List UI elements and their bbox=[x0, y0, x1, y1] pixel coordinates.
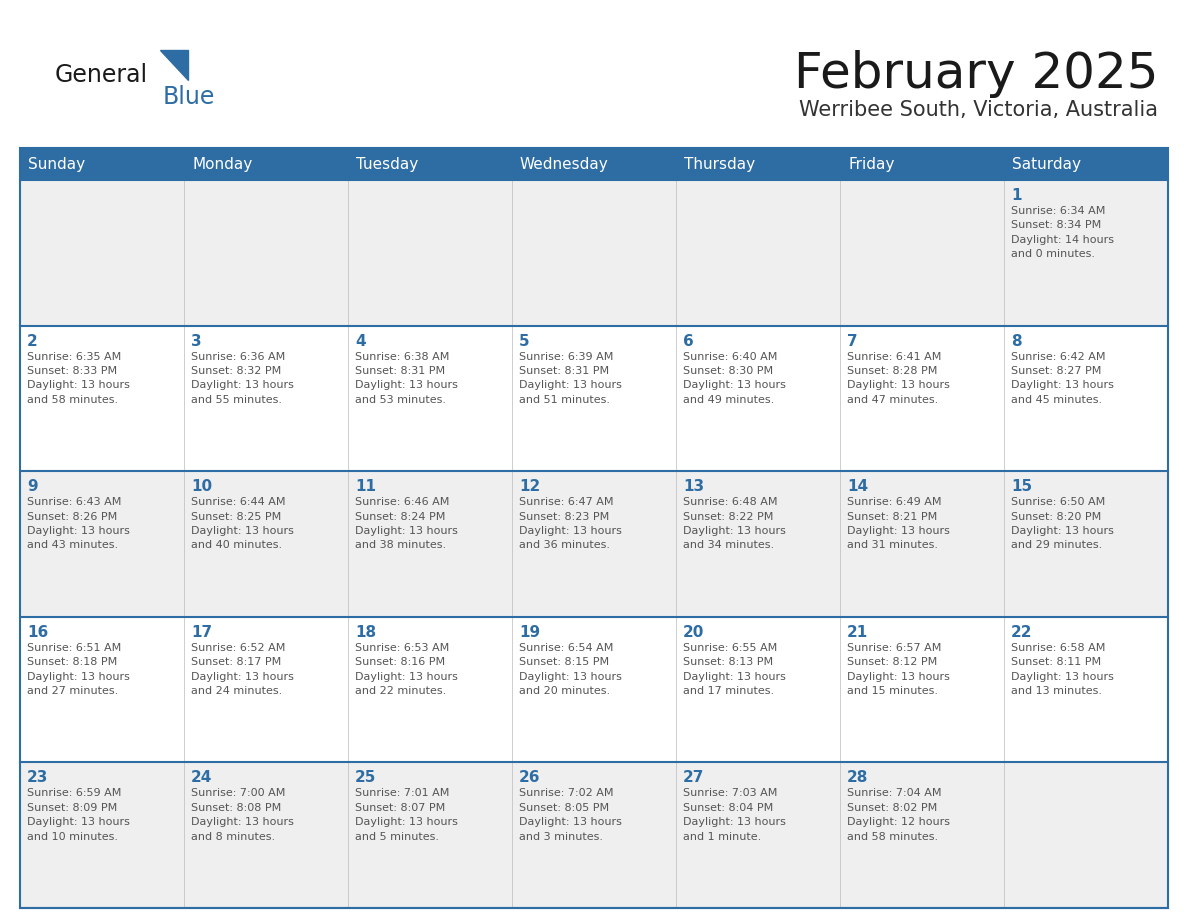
Text: 6: 6 bbox=[683, 333, 694, 349]
Bar bbox=[20, 617, 1168, 763]
Text: 5: 5 bbox=[519, 333, 530, 349]
Text: Friday: Friday bbox=[848, 156, 895, 172]
Text: 27: 27 bbox=[683, 770, 704, 786]
Text: Sunrise: 6:58 AM
Sunset: 8:11 PM
Daylight: 13 hours
and 13 minutes.: Sunrise: 6:58 AM Sunset: 8:11 PM Dayligh… bbox=[1011, 643, 1114, 696]
Text: Sunday: Sunday bbox=[29, 156, 86, 172]
Text: Sunrise: 6:46 AM
Sunset: 8:24 PM
Daylight: 13 hours
and 38 minutes.: Sunrise: 6:46 AM Sunset: 8:24 PM Dayligh… bbox=[355, 498, 457, 551]
Text: 19: 19 bbox=[519, 625, 541, 640]
Text: 7: 7 bbox=[847, 333, 858, 349]
Text: Wednesday: Wednesday bbox=[520, 156, 608, 172]
Text: 18: 18 bbox=[355, 625, 377, 640]
Bar bbox=[20, 471, 1168, 617]
Text: 12: 12 bbox=[519, 479, 541, 494]
Text: Sunrise: 6:44 AM
Sunset: 8:25 PM
Daylight: 13 hours
and 40 minutes.: Sunrise: 6:44 AM Sunset: 8:25 PM Dayligh… bbox=[191, 498, 293, 551]
Text: Sunrise: 6:36 AM
Sunset: 8:32 PM
Daylight: 13 hours
and 55 minutes.: Sunrise: 6:36 AM Sunset: 8:32 PM Dayligh… bbox=[191, 352, 293, 405]
Text: 23: 23 bbox=[27, 770, 49, 786]
Text: 3: 3 bbox=[191, 333, 202, 349]
Text: Saturday: Saturday bbox=[1012, 156, 1081, 172]
Text: Sunrise: 7:04 AM
Sunset: 8:02 PM
Daylight: 12 hours
and 58 minutes.: Sunrise: 7:04 AM Sunset: 8:02 PM Dayligh… bbox=[847, 789, 950, 842]
Text: Sunrise: 6:39 AM
Sunset: 8:31 PM
Daylight: 13 hours
and 51 minutes.: Sunrise: 6:39 AM Sunset: 8:31 PM Dayligh… bbox=[519, 352, 621, 405]
Text: Sunrise: 6:57 AM
Sunset: 8:12 PM
Daylight: 13 hours
and 15 minutes.: Sunrise: 6:57 AM Sunset: 8:12 PM Dayligh… bbox=[847, 643, 950, 696]
Text: 24: 24 bbox=[191, 770, 213, 786]
Text: Sunrise: 7:02 AM
Sunset: 8:05 PM
Daylight: 13 hours
and 3 minutes.: Sunrise: 7:02 AM Sunset: 8:05 PM Dayligh… bbox=[519, 789, 621, 842]
Text: Sunrise: 6:38 AM
Sunset: 8:31 PM
Daylight: 13 hours
and 53 minutes.: Sunrise: 6:38 AM Sunset: 8:31 PM Dayligh… bbox=[355, 352, 457, 405]
Text: Sunrise: 6:52 AM
Sunset: 8:17 PM
Daylight: 13 hours
and 24 minutes.: Sunrise: 6:52 AM Sunset: 8:17 PM Dayligh… bbox=[191, 643, 293, 696]
Text: Blue: Blue bbox=[163, 85, 215, 109]
Text: 28: 28 bbox=[847, 770, 868, 786]
Bar bbox=[20, 326, 1168, 471]
Bar bbox=[20, 148, 1168, 180]
Text: Monday: Monday bbox=[192, 156, 252, 172]
Text: 13: 13 bbox=[683, 479, 704, 494]
Text: Werribee South, Victoria, Australia: Werribee South, Victoria, Australia bbox=[800, 100, 1158, 120]
Polygon shape bbox=[160, 50, 188, 80]
Text: Sunrise: 6:43 AM
Sunset: 8:26 PM
Daylight: 13 hours
and 43 minutes.: Sunrise: 6:43 AM Sunset: 8:26 PM Dayligh… bbox=[27, 498, 129, 551]
Text: 26: 26 bbox=[519, 770, 541, 786]
Text: Sunrise: 7:03 AM
Sunset: 8:04 PM
Daylight: 13 hours
and 1 minute.: Sunrise: 7:03 AM Sunset: 8:04 PM Dayligh… bbox=[683, 789, 786, 842]
Text: Sunrise: 6:42 AM
Sunset: 8:27 PM
Daylight: 13 hours
and 45 minutes.: Sunrise: 6:42 AM Sunset: 8:27 PM Dayligh… bbox=[1011, 352, 1114, 405]
Text: 1: 1 bbox=[1011, 188, 1022, 203]
Text: General: General bbox=[55, 63, 148, 87]
Text: Sunrise: 6:34 AM
Sunset: 8:34 PM
Daylight: 14 hours
and 0 minutes.: Sunrise: 6:34 AM Sunset: 8:34 PM Dayligh… bbox=[1011, 206, 1114, 259]
Text: Tuesday: Tuesday bbox=[356, 156, 418, 172]
Bar bbox=[20, 763, 1168, 908]
Text: 14: 14 bbox=[847, 479, 868, 494]
Text: 20: 20 bbox=[683, 625, 704, 640]
Text: 15: 15 bbox=[1011, 479, 1032, 494]
Text: Sunrise: 6:50 AM
Sunset: 8:20 PM
Daylight: 13 hours
and 29 minutes.: Sunrise: 6:50 AM Sunset: 8:20 PM Dayligh… bbox=[1011, 498, 1114, 551]
Text: 9: 9 bbox=[27, 479, 38, 494]
Text: 16: 16 bbox=[27, 625, 49, 640]
Text: Sunrise: 6:51 AM
Sunset: 8:18 PM
Daylight: 13 hours
and 27 minutes.: Sunrise: 6:51 AM Sunset: 8:18 PM Dayligh… bbox=[27, 643, 129, 696]
Text: 2: 2 bbox=[27, 333, 38, 349]
Text: Sunrise: 6:41 AM
Sunset: 8:28 PM
Daylight: 13 hours
and 47 minutes.: Sunrise: 6:41 AM Sunset: 8:28 PM Dayligh… bbox=[847, 352, 950, 405]
Text: Sunrise: 6:35 AM
Sunset: 8:33 PM
Daylight: 13 hours
and 58 minutes.: Sunrise: 6:35 AM Sunset: 8:33 PM Dayligh… bbox=[27, 352, 129, 405]
Text: 10: 10 bbox=[191, 479, 213, 494]
Text: Sunrise: 6:49 AM
Sunset: 8:21 PM
Daylight: 13 hours
and 31 minutes.: Sunrise: 6:49 AM Sunset: 8:21 PM Dayligh… bbox=[847, 498, 950, 551]
Text: Sunrise: 6:40 AM
Sunset: 8:30 PM
Daylight: 13 hours
and 49 minutes.: Sunrise: 6:40 AM Sunset: 8:30 PM Dayligh… bbox=[683, 352, 786, 405]
Text: Sunrise: 6:53 AM
Sunset: 8:16 PM
Daylight: 13 hours
and 22 minutes.: Sunrise: 6:53 AM Sunset: 8:16 PM Dayligh… bbox=[355, 643, 457, 696]
Text: 22: 22 bbox=[1011, 625, 1032, 640]
Text: 4: 4 bbox=[355, 333, 366, 349]
Text: 17: 17 bbox=[191, 625, 213, 640]
Text: Sunrise: 6:59 AM
Sunset: 8:09 PM
Daylight: 13 hours
and 10 minutes.: Sunrise: 6:59 AM Sunset: 8:09 PM Dayligh… bbox=[27, 789, 129, 842]
Bar bbox=[20, 148, 1168, 908]
Text: 21: 21 bbox=[847, 625, 868, 640]
Bar bbox=[20, 180, 1168, 326]
Text: 11: 11 bbox=[355, 479, 375, 494]
Text: Thursday: Thursday bbox=[684, 156, 756, 172]
Text: Sunrise: 6:48 AM
Sunset: 8:22 PM
Daylight: 13 hours
and 34 minutes.: Sunrise: 6:48 AM Sunset: 8:22 PM Dayligh… bbox=[683, 498, 786, 551]
Text: 25: 25 bbox=[355, 770, 377, 786]
Text: Sunrise: 6:54 AM
Sunset: 8:15 PM
Daylight: 13 hours
and 20 minutes.: Sunrise: 6:54 AM Sunset: 8:15 PM Dayligh… bbox=[519, 643, 621, 696]
Text: Sunrise: 7:00 AM
Sunset: 8:08 PM
Daylight: 13 hours
and 8 minutes.: Sunrise: 7:00 AM Sunset: 8:08 PM Dayligh… bbox=[191, 789, 293, 842]
Text: 8: 8 bbox=[1011, 333, 1022, 349]
Text: Sunrise: 7:01 AM
Sunset: 8:07 PM
Daylight: 13 hours
and 5 minutes.: Sunrise: 7:01 AM Sunset: 8:07 PM Dayligh… bbox=[355, 789, 457, 842]
Text: Sunrise: 6:47 AM
Sunset: 8:23 PM
Daylight: 13 hours
and 36 minutes.: Sunrise: 6:47 AM Sunset: 8:23 PM Dayligh… bbox=[519, 498, 621, 551]
Text: Sunrise: 6:55 AM
Sunset: 8:13 PM
Daylight: 13 hours
and 17 minutes.: Sunrise: 6:55 AM Sunset: 8:13 PM Dayligh… bbox=[683, 643, 786, 696]
Text: February 2025: February 2025 bbox=[794, 50, 1158, 98]
